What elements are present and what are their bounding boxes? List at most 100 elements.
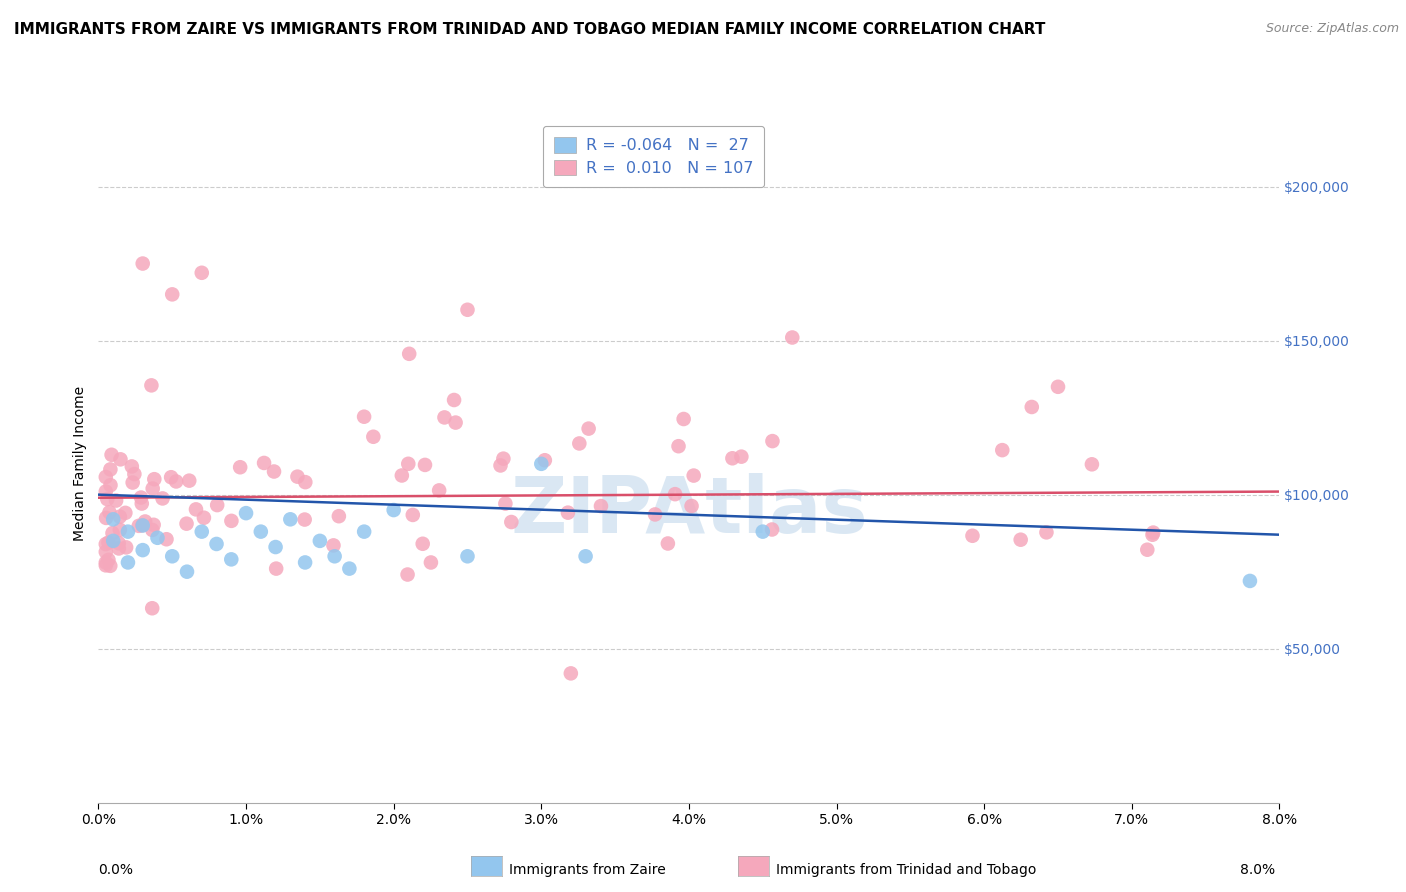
Point	[184, 502, 207, 516]
Point	[94, 511, 117, 525]
Point	[323, 549, 346, 564]
Point	[165, 475, 187, 489]
Point	[294, 556, 316, 570]
Point	[98, 505, 121, 519]
Point	[162, 287, 183, 301]
Point	[132, 518, 155, 533]
Point	[115, 541, 138, 555]
Point	[664, 487, 686, 501]
Point	[444, 416, 467, 430]
Point	[205, 498, 228, 512]
Point	[107, 536, 129, 550]
Point	[141, 378, 163, 392]
Point	[97, 553, 120, 567]
Point	[396, 567, 419, 582]
Point	[294, 512, 316, 526]
Point	[682, 468, 704, 483]
Point	[131, 497, 153, 511]
Point	[108, 509, 131, 524]
Point	[328, 509, 350, 524]
Point	[124, 467, 146, 481]
Point	[568, 436, 591, 450]
Point	[382, 503, 405, 517]
Point	[557, 506, 579, 520]
Point	[489, 458, 512, 473]
Point	[443, 392, 465, 407]
Point	[205, 537, 228, 551]
Point	[176, 565, 198, 579]
Point	[132, 256, 155, 270]
Point	[391, 468, 413, 483]
Point	[121, 475, 143, 490]
Point	[396, 457, 419, 471]
Point	[991, 443, 1014, 458]
Point	[146, 531, 169, 545]
Point	[94, 537, 117, 551]
Point	[668, 439, 690, 453]
Point	[134, 515, 156, 529]
Point	[427, 483, 450, 498]
Point	[413, 458, 436, 472]
Point	[574, 549, 596, 564]
Point	[287, 469, 309, 483]
Point	[142, 517, 165, 532]
Point	[308, 533, 332, 548]
Point	[264, 561, 287, 575]
Point	[263, 465, 285, 479]
Point	[761, 434, 783, 449]
Text: 0.0%: 0.0%	[98, 863, 134, 877]
Point	[179, 474, 201, 488]
Point	[128, 519, 150, 533]
Point	[402, 508, 425, 522]
Point	[419, 556, 441, 570]
Point	[398, 347, 420, 361]
Point	[152, 491, 174, 506]
Point	[1136, 542, 1159, 557]
Point	[1239, 574, 1261, 588]
Point	[101, 526, 124, 541]
Legend: R = -0.064   N =  27, R =  0.010   N = 107: R = -0.064 N = 27, R = 0.010 N = 107	[543, 126, 765, 187]
Point	[105, 493, 128, 508]
Text: Source: ZipAtlas.com: Source: ZipAtlas.com	[1265, 22, 1399, 36]
Point	[94, 484, 117, 499]
Point	[578, 422, 600, 436]
Text: IMMIGRANTS FROM ZAIRE VS IMMIGRANTS FROM TRINIDAD AND TOBAGO MEDIAN FAMILY INCOM: IMMIGRANTS FROM ZAIRE VS IMMIGRANTS FROM…	[14, 22, 1046, 37]
Point	[129, 491, 152, 505]
Point	[1035, 525, 1057, 540]
Point	[322, 538, 344, 552]
Point	[103, 512, 125, 526]
Point	[142, 482, 165, 496]
Point	[229, 460, 252, 475]
Point	[1142, 527, 1164, 541]
Point	[108, 523, 131, 537]
Point	[433, 410, 456, 425]
Text: ZIPAtlas: ZIPAtlas	[510, 474, 868, 549]
Point	[250, 524, 273, 539]
Point	[589, 499, 612, 513]
Point	[530, 457, 553, 471]
Point	[103, 533, 125, 548]
Point	[353, 409, 375, 424]
Point	[121, 459, 143, 474]
Point	[114, 506, 136, 520]
Point	[100, 448, 122, 462]
Point	[235, 506, 257, 520]
Point	[191, 524, 214, 539]
Point	[176, 516, 198, 531]
Point	[219, 552, 242, 566]
Point	[337, 561, 360, 575]
Point	[1021, 400, 1043, 414]
Point	[672, 412, 695, 426]
Point	[100, 462, 122, 476]
Point	[117, 556, 139, 570]
Point	[131, 518, 153, 533]
Point	[456, 302, 478, 317]
Point	[501, 515, 523, 529]
Point	[117, 524, 139, 539]
Point	[644, 508, 666, 522]
Text: 8.0%: 8.0%	[1240, 863, 1275, 877]
Point	[560, 666, 582, 681]
Point	[132, 543, 155, 558]
Point	[751, 524, 773, 539]
Point	[492, 451, 515, 466]
